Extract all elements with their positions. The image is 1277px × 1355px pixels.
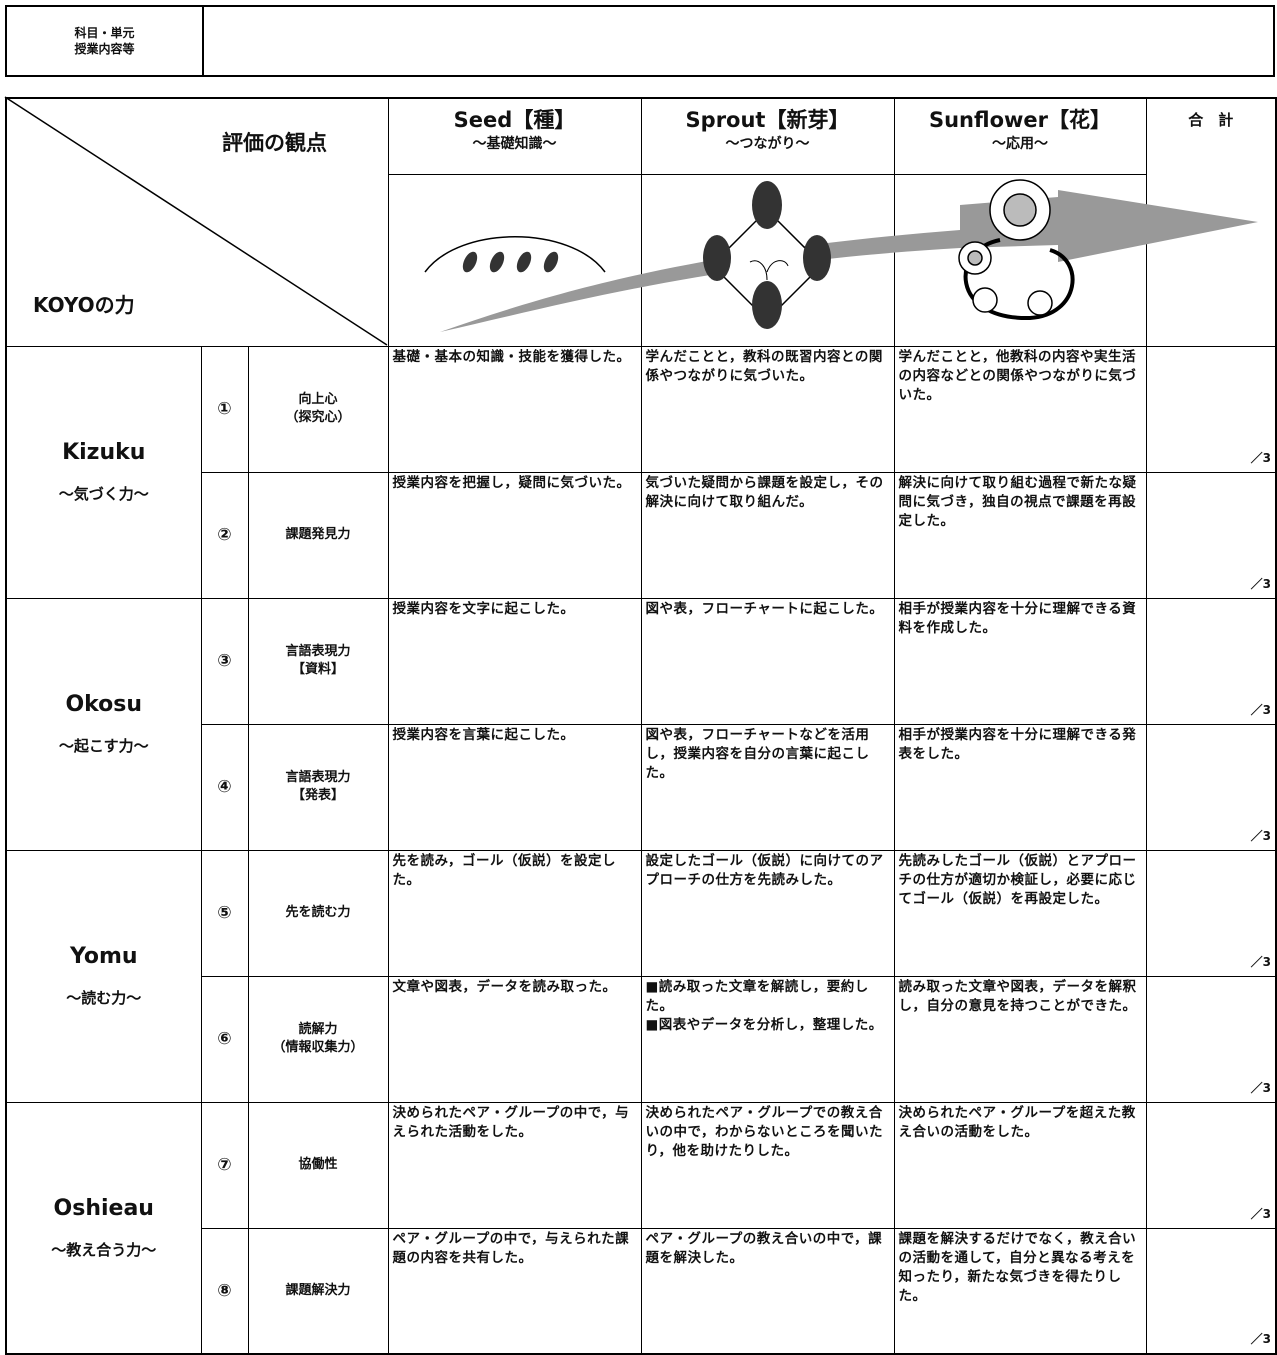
score-cell: ／3 [1145, 471, 1277, 599]
group-name: Oshieau [53, 1195, 154, 1221]
corner-bottom: KOYOの力 [33, 293, 135, 317]
header-row: 評価の観点 KOYOの力 Seed【種】 ～基礎知識～ Sprout【新芽】 ～つながり～… [5, 97, 1277, 347]
criterion: 授業内容を把握し，疑問に気づいた。 [387, 471, 642, 599]
row-number: ② [200, 471, 249, 599]
rubric-row: Oshieau ～教え合う力～ ⑦ 協働性 決められたペア・グループの中で，与えられた活… [5, 1101, 1277, 1355]
criterion: ペア・グループの中で，与えられた課題の内容を共有した。 [387, 1227, 642, 1355]
score-cell: ／3 [1145, 597, 1277, 725]
score: ／3 [1250, 1206, 1271, 1221]
rubric-row: ② 課題発見力 授業内容を把握し，疑問に気づいた。 気づいた疑問から課題を設定し，その… [6, 471, 1277, 599]
ability: 先を読む力 [247, 849, 389, 977]
score: ／3 [1250, 576, 1271, 591]
criterion: 図や表，フローチャートなどを活用し，授業内容を自分の言葉に起こした。 [640, 723, 895, 851]
row-number: ⑦ [200, 1101, 249, 1229]
score: ／3 [1250, 1332, 1271, 1346]
row-number: ① [200, 345, 249, 473]
criterion: 基礎・基本の知識・技能を獲得した。 [387, 345, 642, 473]
score: ／3 [1250, 450, 1271, 465]
rubric-row: ⑥ 読解力 （情報収集力） 文章や図表，データを読み取った。 ■読み取った文章を解読し… [6, 975, 1277, 1103]
criterion: 決められたペア・グループの中で，与えられた活動をした。 [387, 1101, 642, 1229]
score-cell: ／3 [1145, 975, 1277, 1103]
group-name: Okosu [65, 692, 143, 717]
group-sub: ～読む力～ [66, 989, 142, 1007]
subject-box: 科目・単元 授業内容等 [5, 5, 1275, 77]
score-cell: ／3 [1145, 1101, 1277, 1229]
ability: 向上心 （探究心） [247, 345, 389, 473]
criterion: 決められたペア・グループでの教え合いの中で，わからないところを聞いたり，他を助け… [640, 1101, 895, 1229]
stage-image [640, 173, 895, 347]
ability: 協働性 [247, 1101, 389, 1229]
score: ／3 [1250, 702, 1271, 717]
stage-sub: ～基礎知識～ [472, 136, 557, 152]
criterion: 課題を解決するだけでなく，教え合いの活動を通して，自分と異なる考えを知ったり，新… [893, 1227, 1147, 1355]
group-cell: Kizuku ～気づく力～ [5, 345, 202, 599]
group-sub: ～気づく力～ [58, 485, 149, 503]
criterion: 図や表，フローチャートに起こした。 [640, 597, 895, 725]
criterion: ペア・グループの教え合いの中で，課題を解決した。 [640, 1227, 895, 1355]
criterion: 学んだことと，他教科の内容や実生活の内容などとの関係やつながりに気づいた。 [893, 345, 1147, 473]
corner-cell: 評価の観点 KOYOの力 [5, 97, 389, 347]
group-cell: Oshieau ～教え合う力～ [5, 1101, 202, 1355]
total-header: 合 計 [1145, 97, 1277, 347]
stage-name: Sunflower【花】 [928, 108, 1112, 132]
corner-top: 評価の観点 [222, 131, 327, 155]
criterion: 授業内容を文字に起こした。 [387, 597, 642, 725]
criterion: 設定したゴール（仮説）に向けてのアプローチの仕方を先読みした。 [640, 849, 895, 977]
stage-header: Sunflower【花】 ～応用～ [893, 97, 1147, 175]
score-cell: ／3 [1145, 723, 1277, 851]
rubric-table: 評価の観点 KOYOの力 Seed【種】 ～基礎知識～ Sprout【新芽】 ～つながり～… [5, 97, 1277, 1355]
group-cell: Yomu ～読む力～ [5, 849, 202, 1103]
subject-label: 科目・単元 授業内容等 [7, 7, 204, 75]
group-sub: ～起こす力～ [58, 737, 149, 755]
stage-header: Seed【種】 ～基礎知識～ [387, 97, 642, 175]
criterion: 授業内容を言葉に起こした。 [387, 723, 642, 851]
group-name: Kizuku [62, 440, 146, 465]
ability: 課題発見力 [247, 471, 389, 599]
rubric-row: ⑧ 課題解決力 ペア・グループの中で，与えられた課題の内容を共有した。 ペア・グループ… [6, 1227, 1277, 1355]
criterion: 相手が授業内容を十分に理解できる資料を作成した。 [893, 597, 1147, 725]
criterion: 先を読み，ゴール（仮説）を設定した。 [387, 849, 642, 977]
criterion: 決められたペア・グループを超えた教え合いの活動をした。 [893, 1101, 1147, 1229]
ability: 言語表現力 【発表】 [247, 723, 389, 851]
total-label: 合 計 [1188, 111, 1234, 129]
rubric-row: Okosu ～起こす力～ ③ 言語表現力 【資料】 授業内容を文字に起こした。 図や表，フ… [5, 597, 1277, 851]
row-number: ⑥ [200, 975, 249, 1103]
row-number: ④ [200, 723, 249, 851]
criterion: 学んだことと，教科の既習内容との関係やつながりに気づいた。 [640, 345, 895, 473]
score: ／3 [1250, 1080, 1271, 1095]
group-sub: ～教え合う力～ [51, 1240, 157, 1259]
group-name: Yomu [69, 944, 138, 969]
stage-name: Seed【種】 [453, 108, 576, 132]
criterion: 解決に向けて取り組む過程で新たな疑問に気づき，独自の視点で課題を再設定した。 [893, 471, 1147, 599]
criterion: 気づいた疑問から課題を設定し，その解決に向けて取り組んだ。 [640, 471, 895, 599]
row-number: ⑤ [200, 849, 249, 977]
stage-header: Sprout【新芽】 ～つながり～ [640, 97, 895, 175]
criterion: 先読みしたゴール（仮説）とアプローチの仕方が適切か検証し，必要に応じてゴール（仮… [893, 849, 1147, 977]
score-cell: ／3 [1145, 849, 1277, 977]
criterion: 文章や図表，データを読み取った。 [387, 975, 642, 1103]
ability: 言語表現力 【資料】 [247, 597, 389, 725]
ability: 課題解決力 [247, 1227, 389, 1355]
stage-sub: ～応用～ [992, 136, 1048, 152]
group-cell: Okosu ～起こす力～ [5, 597, 202, 851]
row-number: ⑧ [200, 1227, 249, 1355]
row-number: ③ [200, 597, 249, 725]
stage-sub: ～つながり～ [725, 136, 810, 152]
rubric-row: Yomu ～読む力～ ⑤ 先を読む力 先を読み，ゴール（仮説）を設定した。 設定したゴール… [5, 849, 1277, 1103]
criterion: 相手が授業内容を十分に理解できる発表をした。 [893, 723, 1147, 851]
score-cell: ／3 [1145, 345, 1277, 473]
criterion: 読み取った文章や図表，データを解釈し，自分の意見を持つことができた。 [893, 975, 1147, 1103]
stage-image [387, 173, 642, 347]
ability: 読解力 （情報収集力） [247, 975, 389, 1103]
criterion: ■読み取った文章を解読し，要約した。 ■図表やデータを分析し，整理した。 [640, 975, 895, 1103]
stage-name: Sprout【新芽】 [685, 108, 850, 132]
stage-image [893, 173, 1147, 347]
score: ／3 [1250, 954, 1271, 969]
rubric-row: Kizuku ～気づく力～ ① 向上心 （探究心） 基礎・基本の知識・技能を獲得した。学… [5, 345, 1277, 599]
score: ／3 [1250, 828, 1271, 843]
score-cell: ／3 [1145, 1227, 1277, 1355]
